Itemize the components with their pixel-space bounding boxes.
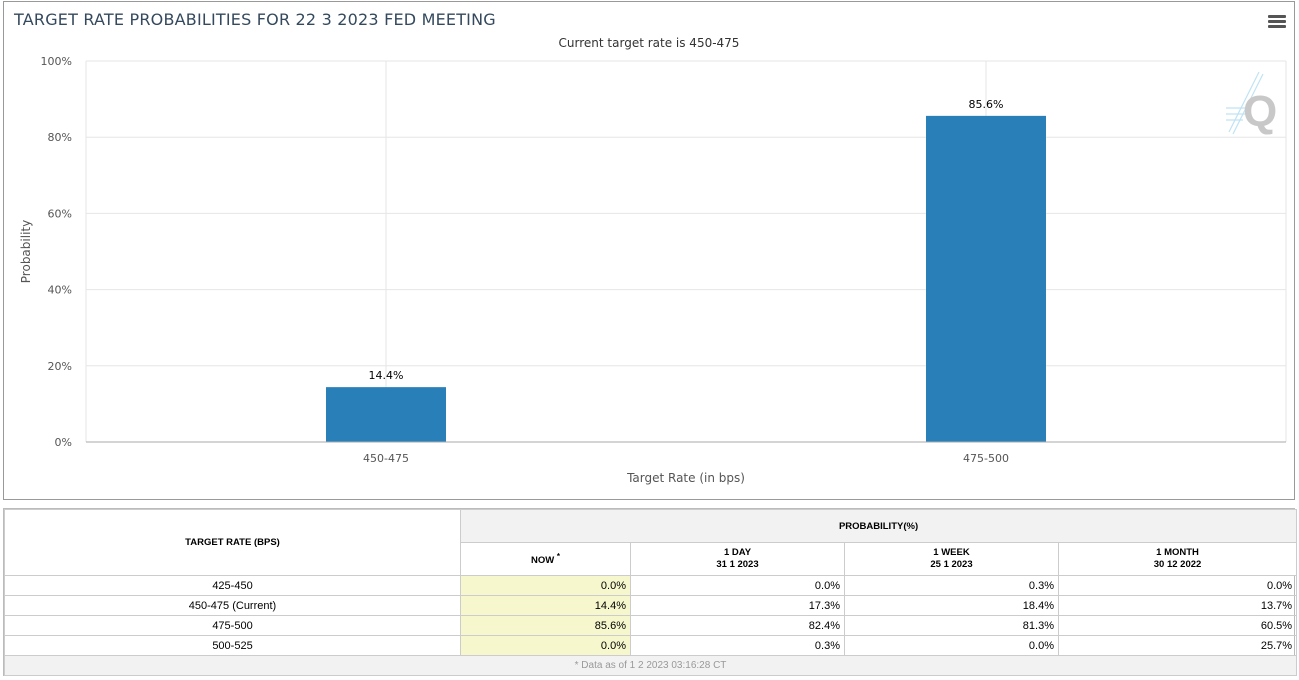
chart-title: TARGET RATE PROBABILITIES FOR 22 3 2023 … [14, 10, 496, 29]
probability-cell: 85.6% [460, 615, 631, 636]
rate-cell: 425-450 [4, 575, 461, 596]
header-col-1: 1 DAY 31 1 2023 [630, 542, 845, 576]
probability-cell: 0.3% [844, 575, 1059, 596]
y-tick-label: 100% [41, 55, 72, 68]
probability-cell: 0.3% [630, 635, 845, 656]
quikstrike-logo-icon: Q [1226, 71, 1277, 136]
chart-menu-button[interactable] [1268, 15, 1286, 31]
header-col-label: NOW [531, 555, 555, 567]
x-axis-title: Target Rate (in bps) [626, 471, 745, 485]
header-col-date: 25 1 2023 [930, 559, 973, 570]
menu-icon-line [1268, 20, 1286, 23]
rate-cell: 450-475 (Current) [4, 595, 461, 616]
bar-chart: 0% 20% 40% 60% 80% 100% 14.4% 450-475 85.6% 475-5… [19, 55, 1287, 485]
probability-table: TARGET RATE (BPS) PROBABILITY(%) NOW * 1 … [3, 509, 1298, 676]
probability-cell: 0.0% [460, 635, 631, 656]
y-tick-label: 0% [55, 436, 72, 449]
header-col-date: 31 1 2023 [716, 559, 759, 570]
probability-cell: 0.0% [630, 575, 845, 596]
probability-cell: 0.0% [1057, 575, 1298, 596]
probability-cell: 18.4% [844, 595, 1059, 616]
header-col-0: NOW * [460, 542, 631, 576]
footnote: * Data as of 1 2 2023 03:16:28 CT [3, 655, 1298, 676]
rate-cell: 500-525 [4, 635, 461, 656]
y-axis-title: Probability [19, 220, 33, 283]
y-tick-label: 60% [48, 207, 72, 220]
header-col-2: 1 WEEK 25 1 2023 [844, 542, 1059, 576]
probability-cell: 13.7% [1057, 595, 1298, 616]
y-tick-label: 80% [48, 131, 72, 144]
data-label: 85.6% [969, 98, 1004, 111]
probability-cell: 0.0% [844, 635, 1059, 656]
probability-cell: 60.5% [1057, 615, 1298, 636]
probability-cell: 14.4% [460, 595, 631, 616]
menu-icon-line [1268, 25, 1286, 28]
header-col-label: 1 MONTH [1156, 547, 1199, 558]
table-row: 425-450 0.0% 0.0% 0.3% 0.0% [4, 575, 1298, 596]
bar [326, 387, 446, 442]
y-tick-label: 20% [48, 360, 72, 373]
header-col-label: 1 DAY [723, 547, 752, 558]
rate-cell: 475-500 [4, 615, 461, 636]
header-target-rate: TARGET RATE (BPS) [4, 509, 461, 576]
menu-icon-line [1268, 15, 1286, 18]
probability-cell: 25.7% [1057, 635, 1298, 656]
probability-cell: 17.3% [630, 595, 845, 616]
probability-cell: 82.4% [630, 615, 845, 636]
probability-table-panel: TARGET RATE (BPS) PROBABILITY(%) NOW * 1 … [3, 508, 1298, 676]
probability-cell: 0.0% [460, 575, 631, 596]
header-probability: PROBABILITY(%) [459, 509, 1298, 543]
chart-panel: TARGET RATE PROBABILITIES FOR 22 3 2023 … [3, 1, 1295, 500]
header-col-star: * [556, 551, 560, 561]
table-row: 500-525 0.0% 0.3% 0.0% 25.7% [4, 635, 1298, 656]
x-tick-label: 450-475 [363, 452, 409, 465]
x-tick-label: 475-500 [963, 452, 1009, 465]
bar [926, 115, 1046, 442]
header-col-label: 1 WEEK [933, 547, 970, 558]
watermark-letter: Q [1243, 87, 1277, 136]
table-row: 475-500 85.6% 82.4% 81.3% 60.5% [4, 615, 1298, 636]
chart-subtitle: Current target rate is 450-475 [558, 36, 740, 50]
probability-cell: 81.3% [844, 615, 1059, 636]
table-row: 450-475 (Current) 14.4% 17.3% 18.4% 13.7% [4, 595, 1298, 616]
header-col-3: 1 MONTH 30 12 2022 [1057, 542, 1298, 576]
footnote-row: * Data as of 1 2 2023 03:16:28 CT [3, 655, 1298, 676]
header-col-date: 30 12 2022 [1153, 559, 1202, 570]
y-tick-label: 40% [48, 284, 72, 297]
data-label: 14.4% [369, 369, 404, 382]
